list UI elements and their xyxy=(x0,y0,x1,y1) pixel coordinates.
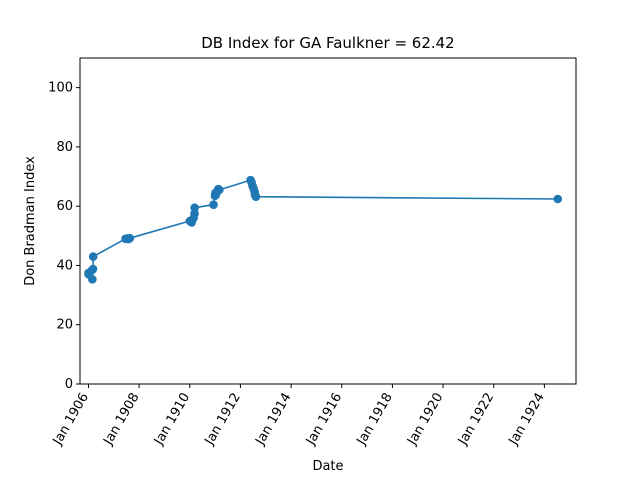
y-tick-label: 100 xyxy=(48,81,73,96)
data-point xyxy=(209,200,218,209)
x-tick-label: Jan 1918 xyxy=(354,391,396,449)
chart-title: DB Index for GA Faulkner = 62.42 xyxy=(201,34,454,52)
x-tick-label: Jan 1912 xyxy=(202,391,244,449)
y-tick-label: 0 xyxy=(65,377,73,392)
x-tick-label: Jan 1914 xyxy=(252,391,294,449)
data-point xyxy=(190,203,199,212)
x-tick-label: Jan 1922 xyxy=(455,391,497,449)
data-point xyxy=(251,192,261,201)
data-point xyxy=(190,209,199,218)
y-tick-label: 40 xyxy=(56,258,73,273)
y-axis-label: Don Bradman Index xyxy=(23,156,38,286)
x-tick-label: Jan 1924 xyxy=(506,391,548,449)
x-axis-label: Date xyxy=(312,459,343,474)
data-point xyxy=(215,185,224,195)
y-tick-label: 20 xyxy=(56,318,73,333)
x-tick-label: Jan 1920 xyxy=(404,391,446,449)
series-line xyxy=(87,179,558,281)
x-tick-label: Jan 1906 xyxy=(50,391,92,449)
x-tick-label: Jan 1910 xyxy=(151,391,193,449)
data-point xyxy=(88,252,98,261)
data-point xyxy=(553,194,563,204)
y-tick-label: 80 xyxy=(56,140,73,155)
data-point xyxy=(88,264,98,274)
data-point xyxy=(125,233,135,243)
y-tick-label: 60 xyxy=(56,199,73,214)
x-tick-label: Jan 1916 xyxy=(303,391,345,449)
x-tick-label: Jan 1908 xyxy=(100,391,142,449)
plot-frame xyxy=(79,57,577,385)
data-point xyxy=(88,275,97,284)
